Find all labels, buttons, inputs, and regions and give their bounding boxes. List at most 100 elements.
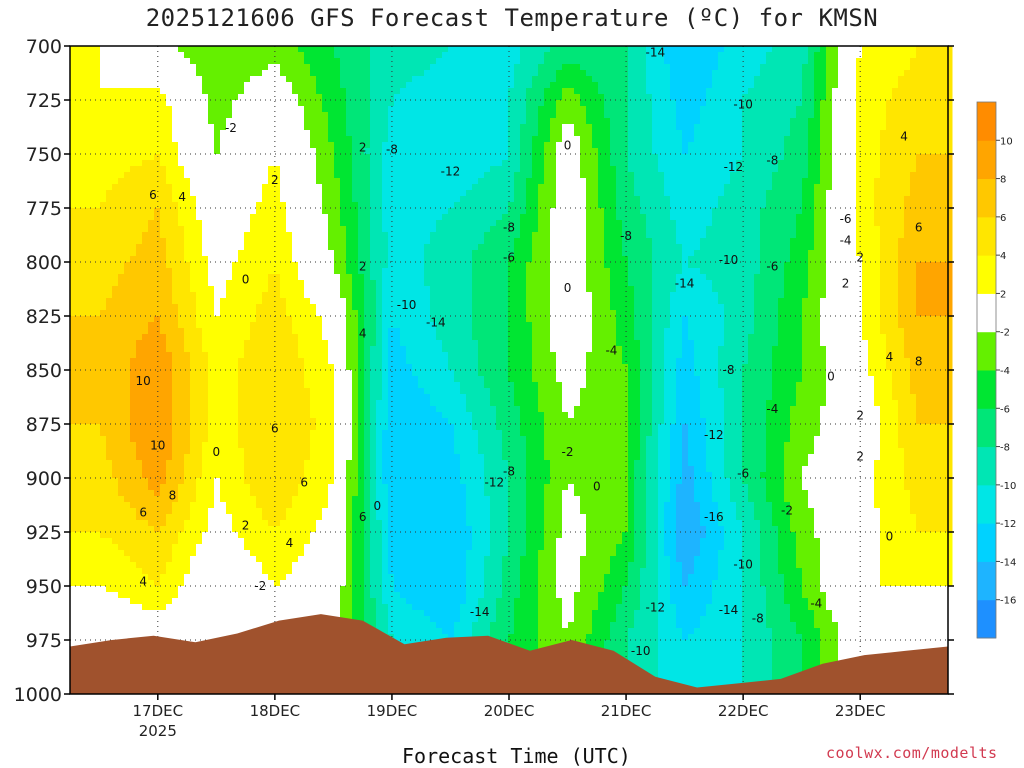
shade-cell [268, 112, 275, 119]
shade-cell [190, 496, 197, 503]
shade-cell [316, 454, 323, 461]
shade-cell [88, 394, 95, 401]
shade-cell [184, 610, 191, 617]
shade-cell [274, 256, 281, 263]
shade-cell [340, 568, 347, 575]
shade-cell [172, 538, 179, 545]
shade-cell [340, 82, 347, 89]
shade-cell [226, 484, 233, 491]
shade-cell [310, 556, 317, 563]
shade-cell [304, 274, 311, 281]
shade-cell [196, 538, 203, 545]
shade-cell [208, 196, 215, 203]
shade-cell [172, 574, 179, 581]
shade-cell [154, 400, 161, 407]
shade-cell [322, 136, 329, 143]
shade-cell [214, 310, 221, 317]
shade-cell [304, 424, 311, 431]
shade-cell [208, 412, 215, 419]
shade-cell [142, 220, 149, 227]
shade-cell [130, 508, 137, 515]
shade-cell [70, 46, 77, 53]
shade-cell [202, 220, 209, 227]
shade-cell [196, 52, 203, 59]
shade-cell [190, 346, 197, 353]
shade-cell [226, 124, 233, 131]
shade-cell [76, 250, 83, 257]
shade-cell [268, 358, 275, 365]
shade-cell [322, 610, 329, 617]
shade-cell [316, 166, 323, 173]
shade-cell [166, 574, 173, 581]
shade-cell [298, 100, 305, 107]
shade-cell [214, 430, 221, 437]
shade-cell [334, 166, 341, 173]
shade-cell [304, 208, 311, 215]
shade-cell [94, 280, 101, 287]
shade-cell [334, 274, 341, 281]
shade-cell [274, 136, 281, 143]
shade-cell [292, 448, 299, 455]
shade-cell [82, 118, 89, 125]
shade-cell [160, 238, 167, 245]
shade-cell [304, 202, 311, 209]
shade-cell [70, 496, 77, 503]
shade-cell [232, 526, 239, 533]
shade-cell [316, 286, 323, 293]
shade-cell [310, 376, 317, 383]
shade-cell [316, 406, 323, 413]
shade-cell [274, 556, 281, 563]
shade-cell [190, 592, 197, 599]
shade-cell [334, 364, 341, 371]
shade-cell [94, 382, 101, 389]
shade-cell [238, 472, 245, 479]
shade-cell [334, 538, 341, 545]
shade-cell [310, 112, 317, 119]
shade-cell [298, 82, 305, 89]
shade-cell [298, 556, 305, 563]
shade-cell [250, 616, 257, 623]
shade-cell [178, 496, 185, 503]
shade-cell [214, 190, 221, 197]
shade-cell [298, 160, 305, 167]
shade-cell [166, 244, 173, 251]
shade-cell [172, 202, 179, 209]
shade-cell [94, 94, 101, 101]
shade-cell [322, 472, 329, 479]
shade-cell [286, 604, 293, 611]
shade-cell [328, 226, 335, 233]
shade-cell [238, 352, 245, 359]
shade-cell [112, 238, 119, 245]
shade-cell [250, 418, 257, 425]
shade-cell [298, 76, 305, 83]
shade-cell [112, 160, 119, 167]
shade-cell [76, 364, 83, 371]
shade-cell [322, 148, 329, 155]
shade-cell [226, 340, 233, 347]
shade-cell [298, 514, 305, 521]
shade-cell [214, 328, 221, 335]
shade-cell [286, 430, 293, 437]
shade-cell [220, 478, 227, 485]
shade-cell [76, 418, 83, 425]
shade-cell [94, 214, 101, 221]
shade-cell [322, 382, 329, 389]
shade-cell [88, 64, 95, 71]
shade-cell [130, 346, 137, 353]
shade-cell [172, 310, 179, 317]
shade-cell [244, 82, 251, 89]
shade-cell [226, 616, 233, 623]
shade-cell [70, 274, 77, 281]
shade-cell [232, 238, 239, 245]
shade-cell [340, 610, 347, 617]
shade-cell [190, 130, 197, 137]
shade-cell [298, 610, 305, 617]
shade-cell [292, 610, 299, 617]
shade-cell [316, 358, 323, 365]
shade-cell [112, 112, 119, 119]
shade-cell [346, 64, 353, 71]
shade-cell [328, 478, 335, 485]
shade-cell [346, 46, 353, 53]
shade-cell [262, 136, 269, 143]
shade-cell [166, 280, 173, 287]
